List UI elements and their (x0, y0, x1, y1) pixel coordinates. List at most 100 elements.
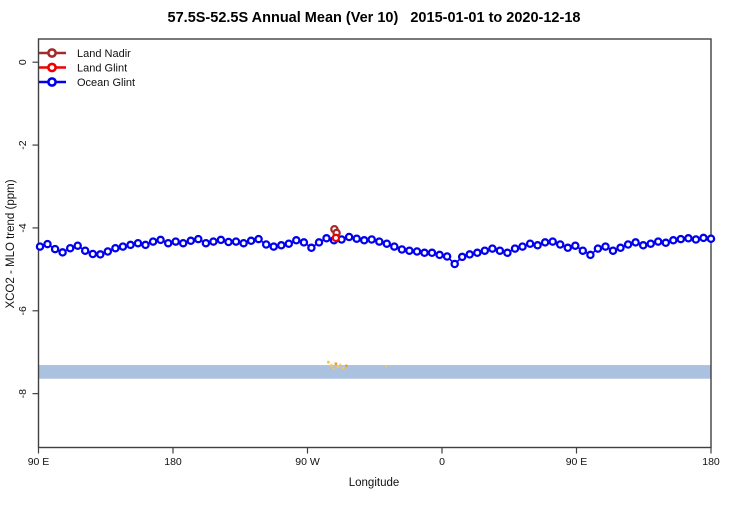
ocean-glint-point (322, 234, 331, 243)
speck-point (334, 362, 338, 366)
ocean-glint-point (457, 252, 467, 262)
ocean-glint-point (201, 238, 211, 248)
speck-point (384, 365, 388, 368)
ocean-glint-point (352, 234, 361, 243)
speck-point (336, 365, 340, 369)
ocean-glint-point (555, 240, 565, 249)
ocean-glint-point (307, 243, 316, 253)
legend-label-land-glint: Land Glint (77, 63, 127, 75)
y-tick-label: -2 (17, 140, 29, 149)
ocean-glint-point (397, 245, 407, 254)
x-tick-label: 90 W (295, 456, 320, 468)
ocean-glint-point (638, 241, 648, 250)
speck-point (332, 367, 335, 370)
ocean-glint-point (178, 238, 188, 248)
ocean-glint-point (35, 242, 45, 251)
x-axis-title: Longitude (349, 477, 400, 489)
ocean-glint-point (375, 237, 384, 246)
x-tick-label: 90 E (28, 456, 50, 468)
ocean-glint-point (156, 235, 165, 245)
ocean-glint-point (442, 252, 452, 261)
x-tick-label: 180 (702, 456, 720, 468)
ocean-glint-point (88, 249, 98, 259)
ocean-glint-point (65, 243, 75, 253)
ocean-glint-point (608, 246, 618, 255)
ocean-glint-point (171, 237, 180, 246)
ocean-glint-point (503, 248, 512, 258)
ocean-glint-point (96, 250, 105, 259)
ocean-glint-point (194, 234, 203, 244)
ocean-glint-point (186, 236, 196, 246)
ocean-glint-point (141, 240, 150, 250)
land-glint-marker-icon (47, 62, 57, 73)
ocean-glint-point (427, 248, 437, 258)
legend-label-land-nadir: Land Nadir (77, 48, 131, 60)
y-tick-label: -4 (17, 223, 29, 232)
ocean-glint-point (495, 246, 505, 255)
ocean-glint-point (43, 239, 52, 249)
ocean-glint-point (631, 238, 640, 247)
ocean-glint-point (254, 234, 263, 244)
ocean-glint-point (450, 259, 459, 269)
speck-point (326, 360, 330, 364)
ocean-glint-point (488, 244, 497, 253)
ocean-glint-point (435, 250, 444, 260)
y-axis-title: XCO2 - MLO trend (ppm) (5, 179, 17, 308)
legend-item-land-nadir: Land Nadir (39, 48, 131, 60)
ocean-glint-point (405, 246, 414, 255)
legend-item-land-glint: Land Glint (39, 63, 127, 75)
land-glint-point (331, 233, 341, 243)
ocean-glint-point (653, 237, 663, 246)
plot-area: 90 E 180 90 W 0 90 E 180 0 -2 -4 -6 -8 (17, 38, 720, 468)
ocean-glint-point (314, 238, 324, 247)
ocean-glint-point (412, 247, 422, 256)
speck-point (329, 363, 333, 367)
ocean-glint-point (420, 248, 429, 258)
ocean-glint-point (616, 243, 625, 253)
ocean-glint-point (111, 243, 120, 253)
ocean-glint-point (623, 240, 633, 249)
chart-title: 57.5S-52.5S Annual Mean (Ver 10) 2015-01… (168, 10, 581, 26)
ocean-glint-point (73, 241, 82, 250)
legend: Land Nadir Land Glint Ocean Glint (39, 48, 135, 89)
ocean-glint-point (299, 238, 309, 247)
ocean-glint-point (563, 243, 573, 253)
ocean-glint-point (261, 240, 271, 249)
ocean-glint-point (578, 246, 588, 255)
y-tick-label: 0 (17, 59, 29, 65)
ocean-glint-point (548, 237, 557, 246)
ocean-glint-point (646, 239, 655, 248)
ocean-glint-point (209, 237, 218, 246)
ocean-glint-point (163, 238, 173, 248)
ocean-glint-point (473, 248, 482, 258)
ocean-glint-point (367, 235, 376, 244)
ocean-glint-point (676, 234, 686, 244)
ocean-glint-point (269, 242, 278, 251)
ocean-glint-point (284, 239, 294, 248)
ocean-glint-point (50, 244, 60, 254)
speck-point (344, 364, 348, 368)
ocean-glint-point (239, 238, 248, 248)
x-tick-label: 180 (164, 456, 182, 468)
ocean-glint-point (58, 248, 67, 257)
ocean-glint-point (118, 242, 128, 251)
ocean-glint-point (224, 237, 233, 247)
ocean-glint-point (571, 241, 580, 250)
speck-point (341, 366, 345, 370)
ocean-glint-point (246, 236, 256, 246)
ocean-glint-point (586, 250, 595, 260)
ocean-glint-point (344, 232, 354, 242)
ocean-glint-point (593, 244, 603, 253)
legend-label-ocean-glint: Ocean Glint (77, 77, 135, 89)
ocean-glint-point (359, 236, 369, 245)
ocean-glint-point (540, 238, 550, 247)
x-tick-label: 90 E (566, 456, 588, 468)
ocean-glint-point (518, 242, 527, 251)
legend-item-ocean-glint: Ocean Glint (39, 77, 135, 89)
ocean-glint-point (382, 239, 392, 248)
ocean-glint-point (80, 246, 90, 255)
shaded-band (38, 365, 711, 379)
y-tick-label: -8 (17, 389, 29, 398)
ocean-glint-point (691, 235, 701, 244)
